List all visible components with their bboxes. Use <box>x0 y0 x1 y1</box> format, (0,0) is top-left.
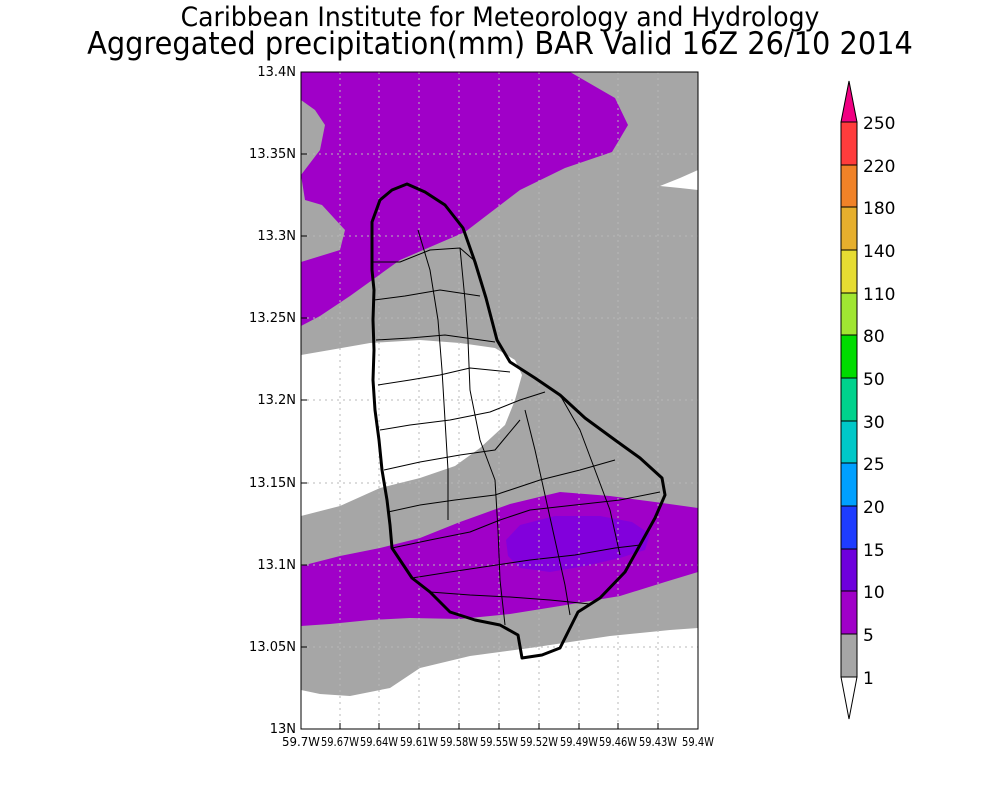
x-tick-label: 59.55W <box>480 735 518 749</box>
legend-label: 140 <box>863 242 895 262</box>
legend-label: 25 <box>863 455 885 475</box>
island-outline <box>370 182 667 660</box>
legend-label: 15 <box>863 541 885 561</box>
legend-label: 110 <box>863 285 895 305</box>
legend-swatch <box>840 334 858 379</box>
y-tick-label: 13.25N <box>249 311 296 326</box>
legend-label: 220 <box>863 157 895 177</box>
y-tick-label: 13.3N <box>257 229 296 244</box>
legend-swatch <box>840 121 858 166</box>
legend-swatch <box>840 633 858 678</box>
x-tick-label: 59.64W <box>360 735 398 749</box>
legend-label: 5 <box>863 626 874 646</box>
title-institute: Caribbean Institute for Meteorology and … <box>180 2 820 33</box>
legend-label: 1 <box>863 669 874 689</box>
legend-label: 50 <box>863 370 885 390</box>
y-tick-label: 13.1N <box>257 558 296 573</box>
legend-swatch <box>840 292 858 336</box>
legend-label: 20 <box>863 498 885 518</box>
barbados-coastline <box>370 182 667 660</box>
y-tick-label: 13.35N <box>249 147 296 162</box>
color-legend <box>840 80 858 720</box>
x-tick-label: 59.49W <box>560 735 598 749</box>
title-product: Aggregated precipitation(mm) BAR Valid 1… <box>87 26 913 62</box>
legend-swatch <box>840 249 858 294</box>
y-axis: 13.4N 13.35N 13.3N 13.25N 13.2N 13.15N 1… <box>249 65 307 737</box>
y-tick-label: 13.15N <box>249 476 296 491</box>
legend-label: 180 <box>863 199 895 219</box>
x-tick-label: 59.52W <box>520 735 558 749</box>
legend-swatch <box>840 420 858 464</box>
x-tick-label: 59.43W <box>639 735 677 749</box>
parish-boundaries <box>372 229 661 626</box>
y-tick-label: 13.4N <box>257 65 296 80</box>
y-tick-label: 13N <box>270 722 296 737</box>
legend-label: 30 <box>863 413 885 433</box>
x-tick-label: 59.4W <box>682 735 714 749</box>
legend-labels: 250 220 180 140 110 80 50 30 25 20 15 10… <box>863 114 895 689</box>
y-tick-label: 13.05N <box>249 640 296 655</box>
band-below-1mm-central <box>301 340 522 516</box>
x-tick-label: 59.58W <box>440 735 478 749</box>
x-tick-label: 59.7W <box>282 735 320 749</box>
x-tick-label: 59.67W <box>321 735 359 749</box>
legend-swatch <box>840 206 858 251</box>
map-gridlines <box>301 72 698 729</box>
legend-bottom-arrow <box>840 676 858 720</box>
legend-label: 250 <box>863 114 895 134</box>
legend-swatch <box>840 377 858 422</box>
y-tick-label: 13.2N <box>257 393 296 408</box>
legend-swatch <box>840 462 858 507</box>
legend-label: 10 <box>863 583 885 603</box>
band-below-1mm-ne <box>660 170 698 190</box>
x-axis: 59.7W 59.67W 59.64W 59.61W 59.58W 59.55W… <box>282 723 714 749</box>
legend-swatch <box>840 164 858 208</box>
x-tick-label: 59.46W <box>599 735 637 749</box>
x-tick-label: 59.61W <box>400 735 438 749</box>
legend-label: 80 <box>863 327 885 347</box>
legend-swatch <box>840 548 858 592</box>
legend-top-arrow <box>840 80 858 123</box>
legend-swatch <box>840 590 858 635</box>
legend-swatch <box>840 505 858 550</box>
